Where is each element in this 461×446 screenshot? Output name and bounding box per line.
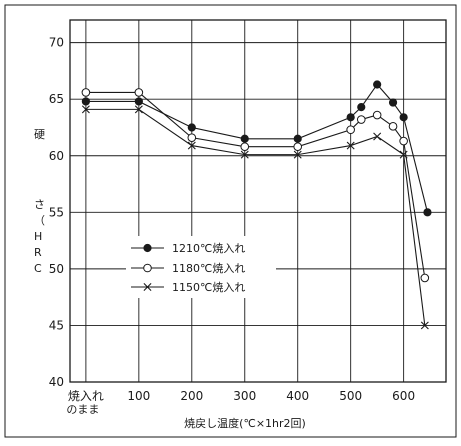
grid bbox=[70, 20, 446, 383]
x-tick-label: 500 bbox=[339, 389, 362, 403]
y-tick-label: 60 bbox=[49, 149, 64, 163]
y-axis-label-char: C bbox=[34, 262, 42, 275]
legend-entry: 1150℃焼入れ bbox=[131, 281, 245, 294]
data-point bbox=[81, 105, 90, 114]
y-tick-label: 55 bbox=[49, 205, 64, 219]
y-tick-label: 40 bbox=[49, 375, 64, 389]
data-point bbox=[293, 142, 303, 151]
data-point bbox=[143, 283, 152, 291]
data-point bbox=[240, 134, 249, 143]
x-axis-label: 焼戻し温度(℃×1hr2回) bbox=[184, 416, 306, 430]
data-point bbox=[346, 141, 355, 150]
legend-entry: 1210℃焼入れ bbox=[131, 242, 245, 255]
data-point bbox=[420, 273, 430, 283]
data-point bbox=[143, 263, 152, 273]
data-point bbox=[399, 136, 408, 146]
data-point bbox=[356, 115, 366, 124]
x-tick-label: 600 bbox=[392, 389, 415, 403]
data-point bbox=[81, 88, 91, 97]
y-tick-label: 50 bbox=[49, 262, 64, 276]
data-point-stroke bbox=[420, 321, 429, 330]
data-point-stroke bbox=[143, 283, 152, 291]
data-point-stroke bbox=[240, 150, 249, 159]
data-point bbox=[134, 97, 143, 106]
y-axis-label-char: 硬 bbox=[34, 128, 45, 141]
legend-label: 1150℃焼入れ bbox=[172, 281, 245, 294]
data-point bbox=[187, 141, 196, 150]
data-point bbox=[143, 243, 152, 253]
y-axis-label-char: （ bbox=[34, 214, 45, 227]
data-point bbox=[293, 134, 302, 143]
y-axis-label-char: H bbox=[34, 230, 42, 243]
y-tick-label: 65 bbox=[49, 92, 64, 106]
x-tick-label: 焼入れ bbox=[68, 389, 104, 403]
data-point bbox=[134, 105, 143, 114]
y-axis-label-char: R bbox=[34, 246, 42, 259]
data-point-stroke bbox=[399, 150, 408, 159]
data-point bbox=[388, 122, 398, 131]
series bbox=[81, 80, 432, 217]
legend-label: 1180℃焼入れ bbox=[172, 262, 245, 275]
data-point bbox=[81, 97, 90, 106]
data-point bbox=[423, 208, 432, 217]
data-point bbox=[420, 321, 429, 330]
y-tick-labels: 40 45 50 55 60 65 70 bbox=[49, 36, 64, 389]
data-point bbox=[187, 123, 196, 132]
data-point bbox=[373, 132, 382, 141]
data-point-stroke bbox=[187, 141, 196, 150]
legend-entry: 1180℃焼入れ bbox=[131, 262, 245, 275]
x-tick-label: 400 bbox=[286, 389, 309, 403]
data-point bbox=[373, 80, 382, 89]
data-point-stroke bbox=[134, 105, 143, 114]
x-tick-label: 300 bbox=[233, 389, 256, 403]
data-point bbox=[346, 113, 355, 122]
x-tick-label: 100 bbox=[127, 389, 150, 403]
series bbox=[81, 88, 430, 283]
data-point bbox=[240, 142, 250, 151]
data-point bbox=[388, 98, 398, 107]
legend: 1210℃焼入れ 1180℃焼入れ 1150℃焼入れ bbox=[126, 236, 276, 298]
y-axis-label: 硬 さ （ H R C bbox=[34, 128, 45, 275]
y-tick-label: 45 bbox=[49, 318, 64, 332]
data-point bbox=[346, 125, 355, 135]
plot-frame bbox=[69, 19, 447, 383]
data-point-stroke bbox=[293, 150, 302, 159]
x-tick-label-line2: のまま bbox=[66, 403, 99, 416]
data-point-stroke bbox=[346, 141, 355, 150]
data-point-stroke bbox=[373, 132, 382, 141]
data-point bbox=[293, 150, 302, 159]
data-point bbox=[134, 88, 144, 97]
x-tick-label: 200 bbox=[180, 389, 203, 403]
outer-border bbox=[4, 4, 457, 438]
data-point-stroke bbox=[81, 105, 90, 114]
legend-label: 1210℃焼入れ bbox=[172, 242, 245, 255]
y-axis-label-char: さ bbox=[34, 198, 45, 211]
y-tick-label: 70 bbox=[49, 36, 64, 50]
data-point bbox=[372, 110, 382, 120]
data-point bbox=[240, 150, 249, 159]
data-point bbox=[357, 103, 366, 112]
series bbox=[81, 105, 429, 330]
data-point bbox=[399, 113, 408, 122]
series-lines bbox=[81, 80, 432, 330]
data-point bbox=[399, 150, 408, 159]
data-point bbox=[187, 133, 197, 142]
